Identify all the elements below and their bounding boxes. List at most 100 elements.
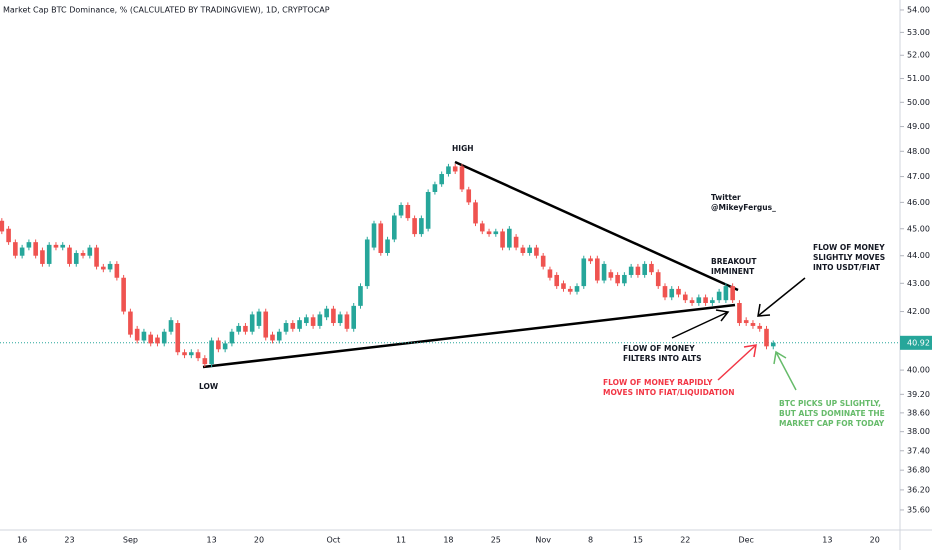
annotation-text: IMMINENT [711,267,755,276]
candle-body [378,223,384,253]
candle-body [40,250,45,264]
x-tick-label: 20 [870,536,880,545]
candle-body [121,277,126,312]
candle-body [134,328,140,341]
candle-body [757,325,763,329]
candle-body [547,269,553,278]
candle-body [561,283,566,289]
candle-body [676,288,681,295]
candle-body [80,252,86,256]
annotation-text: BTC PICKS UP SLIGHTLY, [779,399,881,408]
candle-body [290,323,296,329]
candle-body [703,297,708,304]
candle-body [33,242,38,256]
candle-body [19,247,25,256]
candle-body [371,223,377,248]
annotation-text: FLOW OF MONEY RAPIDLY [603,378,713,387]
candle-body [26,242,32,248]
candle-body [696,297,702,304]
annotation-text: MOVES INTO FIAT/LIQUIDATION [603,388,735,397]
candle-body [743,320,749,324]
candle-body [642,263,647,275]
candle-body [46,244,52,264]
candle-body [324,308,329,318]
candle-body [337,314,343,324]
candle-body [655,272,661,287]
candle-body [608,272,614,278]
x-tick-label: 25 [491,536,501,545]
drawings [202,160,806,391]
candle-body [473,202,478,224]
y-tick-label: 54.00 [907,5,930,14]
candle-body [364,239,370,287]
annotation-text: SLIGHTLY MOVES [813,253,885,262]
candle-body [243,325,248,332]
candle-body [540,255,546,267]
candle-body [229,331,235,344]
candle-body [209,340,214,365]
candle-body [107,263,113,270]
candle-body [249,314,255,332]
chart-title: Market Cap BTC Dominance, % (CALCULATED … [3,6,330,15]
candle-body [195,352,201,359]
candle-body [392,215,397,240]
candle-body [601,263,607,281]
annotation-text: MARKET CAP FOR TODAY [779,419,885,428]
candle-body [439,174,444,185]
candle-body [270,334,275,341]
annotation-text: LOW [199,382,219,391]
candle-body [344,314,350,329]
candle-body [554,274,560,287]
candle-body [723,286,729,301]
candle-body [452,166,458,172]
candle-body [182,352,187,356]
candle-body [161,331,167,344]
candle-body [622,274,627,284]
arrow-alts-dominate [773,350,797,391]
candle-body [114,263,120,278]
last-price-box [900,335,932,350]
x-tick-label: 11 [396,536,406,545]
arrow-fiat [717,344,757,381]
candle-body [13,242,18,256]
candle-body [351,305,357,329]
annotation-text: FLOW OF MONEY [623,344,695,353]
candle-body [479,223,485,232]
y-tick-label: 45.00 [907,224,930,233]
x-tick-label: 16 [17,536,27,545]
annotation-text: HIGH [452,144,474,153]
annotation-text: @MikeyFergus_ [711,203,776,212]
candle-body [398,204,404,216]
candle-body [520,247,526,253]
annotation-text: Twitter [711,193,741,202]
candle-body [500,231,505,248]
y-tick-label: 37.40 [907,446,930,455]
candle-body [628,266,634,275]
y-tick-label: 43.00 [907,279,930,288]
candle-body [222,343,228,350]
candle-body [770,342,776,347]
candle-body [737,303,742,324]
candle-body [446,166,451,175]
candle-body [297,320,302,329]
candle-body [595,258,600,281]
candle-body [581,258,587,287]
candle-body [669,288,675,298]
annotation-text: FILTERS INTO ALTS [623,354,702,363]
x-tick-label: Nov [535,536,551,545]
x-tick-label: 22 [680,536,690,545]
x-tick-label: Dec [738,536,753,545]
y-tick-label: 42.00 [907,307,930,316]
y-tick-label: 51.00 [907,74,930,83]
candle-body [67,247,72,264]
upper-trend-line [454,160,739,292]
candle-body [304,317,309,324]
candle-body [425,191,431,229]
y-tick-label: 36.80 [907,466,930,475]
candle-body [331,308,336,324]
annotation-text: INTO USDT/FIAT [813,263,881,272]
x-tick-label: 20 [254,536,264,545]
candle-body [567,288,573,292]
